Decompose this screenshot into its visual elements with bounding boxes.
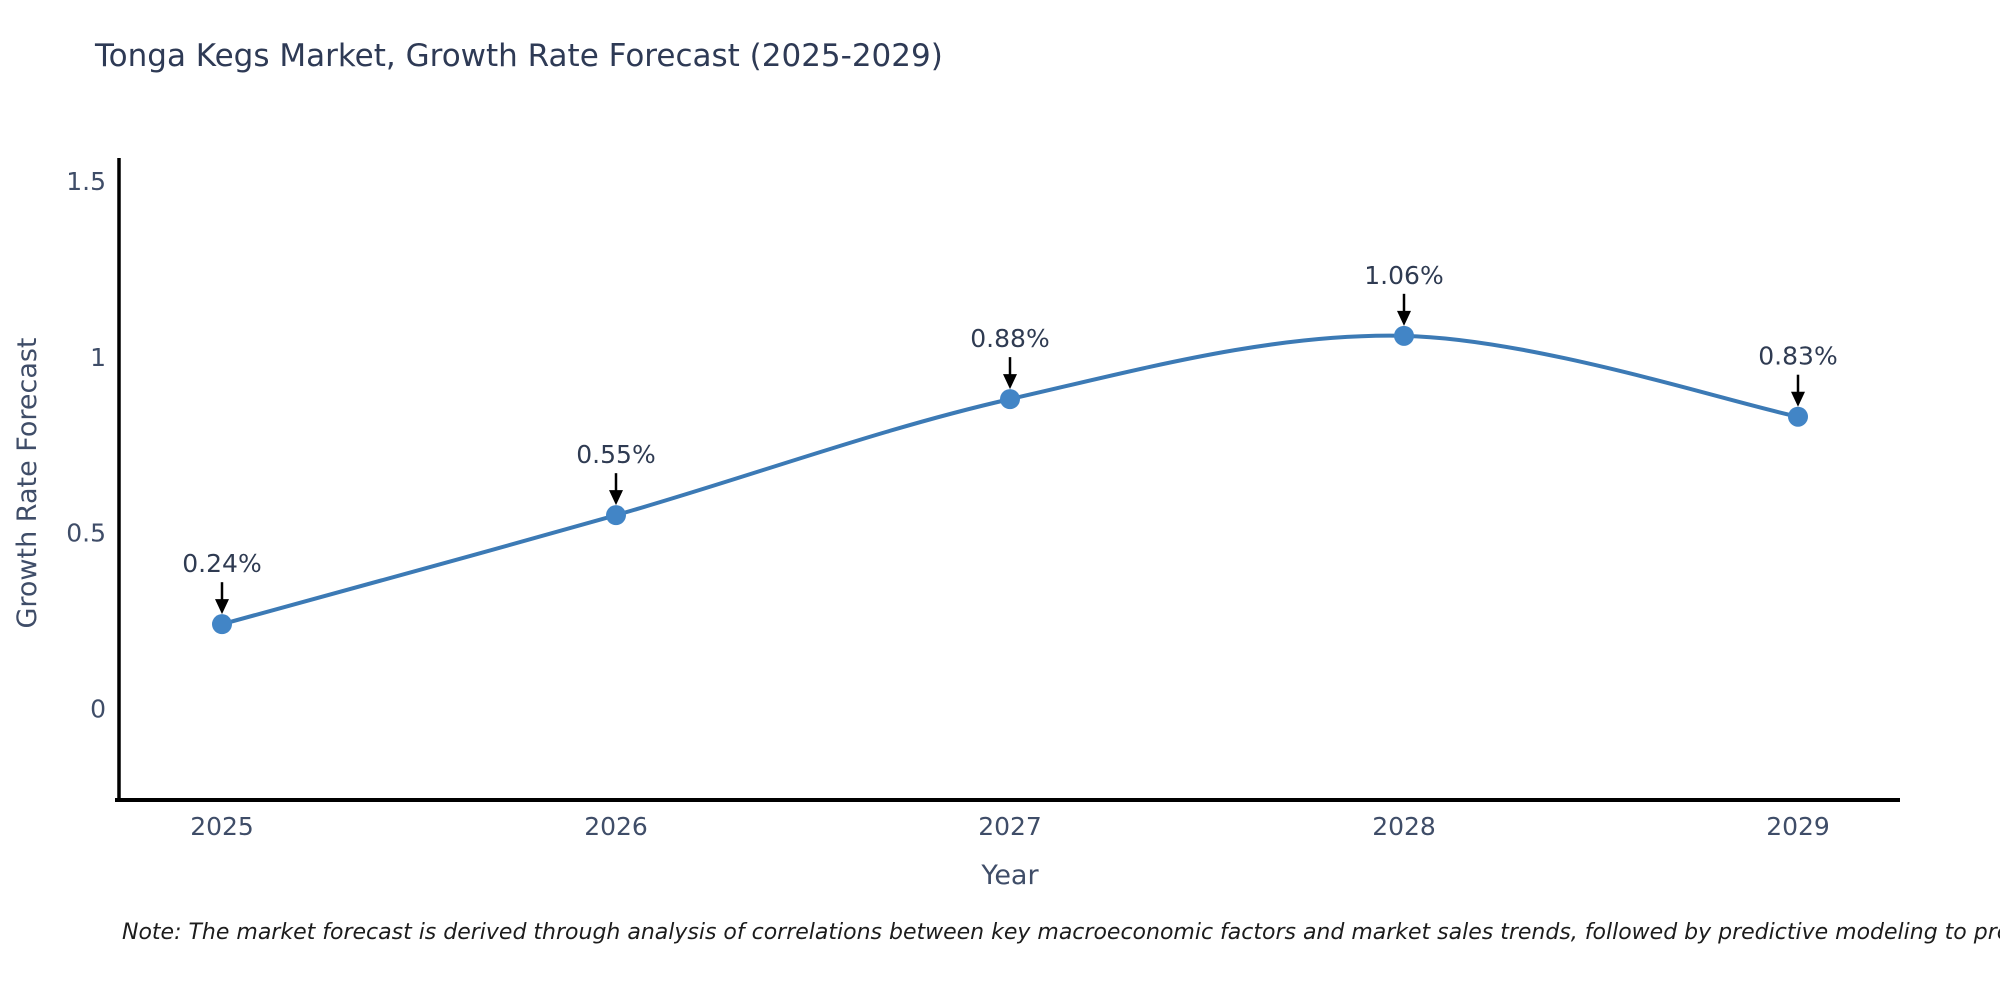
data-point-marker [1394,325,1414,346]
annotation-arrow-head [609,490,623,506]
data-point-marker [212,614,232,635]
plot-area: 0 0.5 1 1.5 2025 2026 2027 2028 2029 0.24% 0.55% 0.… [66,158,1900,841]
data-point-marker [1788,406,1808,427]
x-tick-label: 2027 [978,812,1042,841]
y-tick-label: 1 [90,343,106,372]
annotation-arrow-head [1397,310,1411,326]
annotation-label: 1.06% [1364,261,1443,290]
annotation-arrow-head [1791,391,1805,407]
annotation-label: 0.55% [576,440,655,469]
y-axis-title: Growth Rate Forecast [12,337,43,628]
data-point-marker [606,505,626,526]
chart-title: Tonga Kegs Market, Growth Rate Forecast … [94,38,943,74]
data-point-marker [1000,389,1020,410]
x-tick-label: 2026 [584,812,648,841]
y-tick-label: 0.5 [66,519,106,548]
annotation-label: 0.24% [182,549,261,578]
annotation-label: 0.88% [970,324,1049,353]
y-tick-label: 1.5 [66,167,106,196]
footnote: Note: The market forecast is derived thr… [122,920,2000,945]
annotation-arrow-head [1003,374,1017,390]
annotation-label: 0.83% [1758,342,1837,371]
y-tick-label: 0 [90,695,106,724]
x-axis-title: Year [980,860,1039,891]
x-tick-label: 2025 [190,812,254,841]
x-tick-label: 2029 [1766,812,1830,841]
annotation-arrow-head [215,599,229,615]
x-tick-label: 2028 [1372,812,1436,841]
